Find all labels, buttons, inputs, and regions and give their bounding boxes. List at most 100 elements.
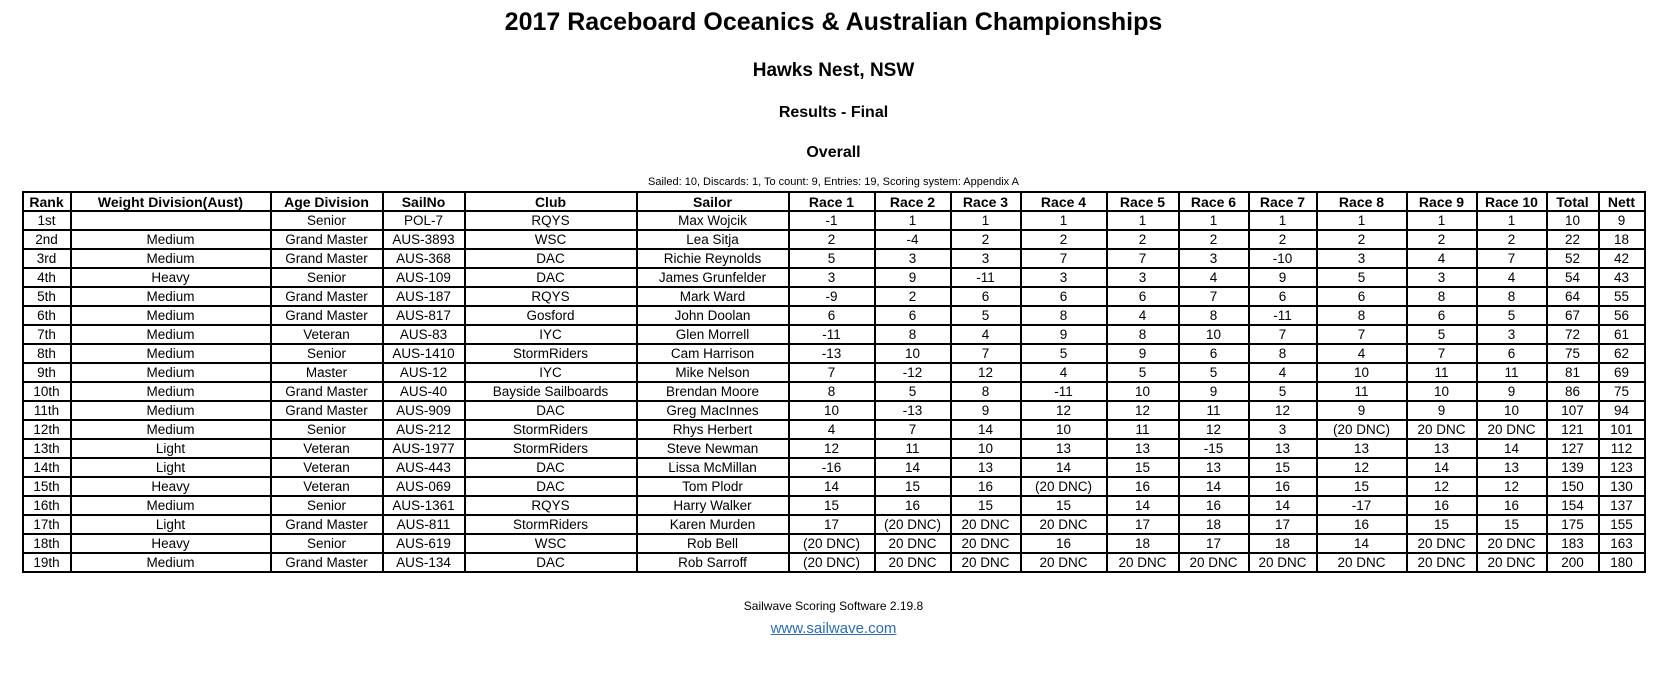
table-cell: -11 <box>949 267 1022 288</box>
table-cell: AUS-40 <box>381 381 466 402</box>
column-header: Total <box>1545 191 1600 212</box>
sailwave-link[interactable]: www.sailwave.com <box>770 620 897 637</box>
column-header: Race 10 <box>1475 191 1548 212</box>
table-cell: 15 <box>949 495 1022 516</box>
table-cell: 6 <box>1247 286 1318 307</box>
table-cell: James Grunfelder <box>635 267 790 288</box>
table-cell: 8 <box>873 324 952 345</box>
column-header: Rank <box>21 191 72 212</box>
table-cell: 155 <box>1597 514 1646 535</box>
table-cell: AUS-83 <box>381 324 466 345</box>
table-cell: (20 DNC) <box>787 552 876 573</box>
table-cell: 15 <box>1315 476 1408 497</box>
table-cell: 9 <box>1405 400 1478 421</box>
table-cell: Mark Ward <box>635 286 790 307</box>
table-cell: 123 <box>1597 457 1646 478</box>
table-row: 16th Medium Senior AUS-1361 RQYS Harry Walker… <box>21 495 1646 516</box>
table-cell: 11 <box>873 438 952 459</box>
table-cell: 14th <box>21 457 72 478</box>
table-cell: 8 <box>1177 305 1250 326</box>
table-cell: Cam Harrison <box>635 343 790 364</box>
table-cell: Grand Master <box>269 229 384 250</box>
table-cell: 9 <box>1475 381 1548 402</box>
table-cell: 16 <box>873 495 952 516</box>
table-cell: 11th <box>21 400 72 421</box>
table-cell: 20 DNC <box>1105 552 1180 573</box>
table-cell: StormRiders <box>463 438 638 459</box>
table-cell: 154 <box>1545 495 1600 516</box>
table-cell: 2 <box>1105 229 1180 250</box>
table-cell: 15 <box>787 495 876 516</box>
table-cell: 4 <box>787 419 876 440</box>
table-cell: 7 <box>1177 286 1250 307</box>
table-cell: 4 <box>1105 305 1180 326</box>
scoring-summary: Sailed: 10, Discards: 1, To count: 9, En… <box>648 176 1019 188</box>
table-cell: 17th <box>21 514 72 535</box>
table-cell: 13 <box>1247 438 1318 459</box>
table-cell <box>69 210 272 231</box>
table-cell: AUS-109 <box>381 267 466 288</box>
table-cell: 4 <box>1315 343 1408 364</box>
table-cell: AUS-811 <box>381 514 466 535</box>
table-cell: 9 <box>873 267 952 288</box>
table-cell: 8 <box>1315 305 1408 326</box>
table-row: 13th Light Veteran AUS-1977 StormRiders Steve… <box>21 438 1646 459</box>
table-cell: Steve Newman <box>635 438 790 459</box>
table-cell: 1 <box>873 210 952 231</box>
table-cell: 20 DNC <box>1405 419 1478 440</box>
table-cell: DAC <box>463 400 638 421</box>
table-cell: 18 <box>1597 229 1646 250</box>
table-cell: Grand Master <box>269 400 384 421</box>
table-cell: 15 <box>1405 514 1478 535</box>
table-cell: AUS-619 <box>381 533 466 554</box>
table-cell: AUS-368 <box>381 248 466 269</box>
table-cell: AUS-817 <box>381 305 466 326</box>
table-cell: 11 <box>1177 400 1250 421</box>
table-cell: AUS-212 <box>381 419 466 440</box>
table-cell: 17 <box>787 514 876 535</box>
table-cell: 20 DNC <box>1019 552 1108 573</box>
table-cell: 8 <box>1105 324 1180 345</box>
table-cell: Medium <box>69 362 272 383</box>
table-cell: Light <box>69 457 272 478</box>
table-cell: 10 <box>949 438 1022 459</box>
table-cell: 14 <box>873 457 952 478</box>
table-cell: 112 <box>1597 438 1646 459</box>
table-cell: 3 <box>1105 267 1180 288</box>
table-cell: 12 <box>1405 476 1478 497</box>
table-row: 2nd Medium Grand Master AUS-3893 WSC Lea Sitj… <box>21 229 1646 250</box>
table-cell: -13 <box>873 400 952 421</box>
table-cell: 6 <box>949 286 1022 307</box>
table-row: 19th Medium Grand Master AUS-134 DAC Rob Sarr… <box>21 552 1646 573</box>
table-cell: WSC <box>463 229 638 250</box>
table-cell: AUS-1977 <box>381 438 466 459</box>
table-cell: 16 <box>1475 495 1548 516</box>
table-cell: 18 <box>1177 514 1250 535</box>
table-cell: -9 <box>787 286 876 307</box>
table-cell: 20 DNC <box>1019 514 1108 535</box>
table-cell: 3 <box>1405 267 1478 288</box>
table-cell: 20 DNC <box>873 533 952 554</box>
table-cell: 3rd <box>21 248 72 269</box>
table-cell: 54 <box>1545 267 1600 288</box>
table-cell: Medium <box>69 381 272 402</box>
table-cell: Brendan Moore <box>635 381 790 402</box>
table-cell: Grand Master <box>269 514 384 535</box>
table-cell: -11 <box>787 324 876 345</box>
table-cell: 1 <box>1177 210 1250 231</box>
table-row: 1st Senior POL-7 RQYS Max Wojcik -1 1 1 1 1 1 1 1 1 1 1… <box>21 210 1646 231</box>
table-cell: 8 <box>1247 343 1318 364</box>
table-cell: 64 <box>1545 286 1600 307</box>
table-cell: RQYS <box>463 210 638 231</box>
table-cell: 8 <box>1019 305 1108 326</box>
table-row: 4th Heavy Senior AUS-109 DAC James Grunfelder… <box>21 267 1646 288</box>
table-cell: 16 <box>1177 495 1250 516</box>
table-cell: 7 <box>1019 248 1108 269</box>
table-cell: 200 <box>1545 552 1600 573</box>
table-cell: 67 <box>1545 305 1600 326</box>
table-cell: AUS-134 <box>381 552 466 573</box>
table-cell: (20 DNC) <box>1019 476 1108 497</box>
table-cell: 1st <box>21 210 72 231</box>
table-cell: 139 <box>1545 457 1600 478</box>
table-cell: 16 <box>1247 476 1318 497</box>
